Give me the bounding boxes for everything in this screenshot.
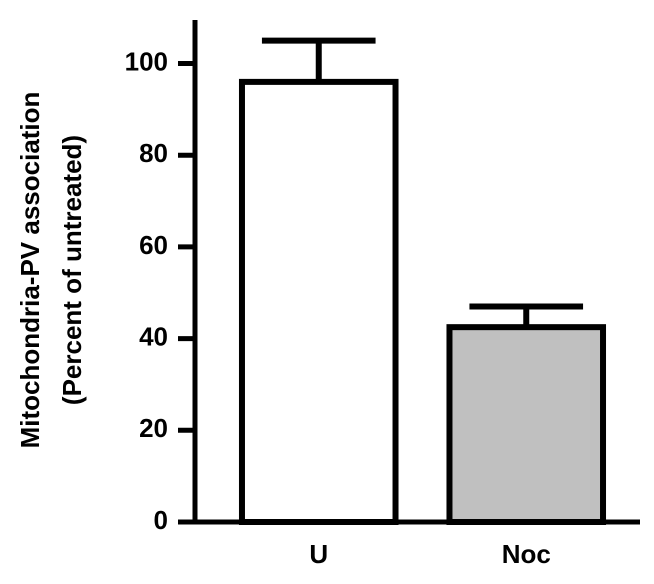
y-label-line: Mitochondria-PV association — [15, 92, 45, 449]
x-tick-label: Noc — [502, 539, 551, 569]
y-label: Mitochondria-PV association — [15, 92, 45, 449]
y-label-line: (Percent of untreated) — [57, 135, 87, 405]
bar — [446, 324, 607, 525]
x-tick-label: U — [309, 539, 328, 569]
y-tick-label: 0 — [154, 505, 168, 535]
y-label: (Percent of untreated) — [57, 135, 87, 405]
y-tick-label: 20 — [139, 413, 168, 443]
bar — [238, 78, 399, 525]
y-tick-label: 40 — [139, 321, 168, 351]
y-tick-label: 80 — [139, 138, 168, 168]
y-tick-label: 60 — [139, 230, 168, 260]
y-tick-label: 100 — [125, 46, 168, 76]
